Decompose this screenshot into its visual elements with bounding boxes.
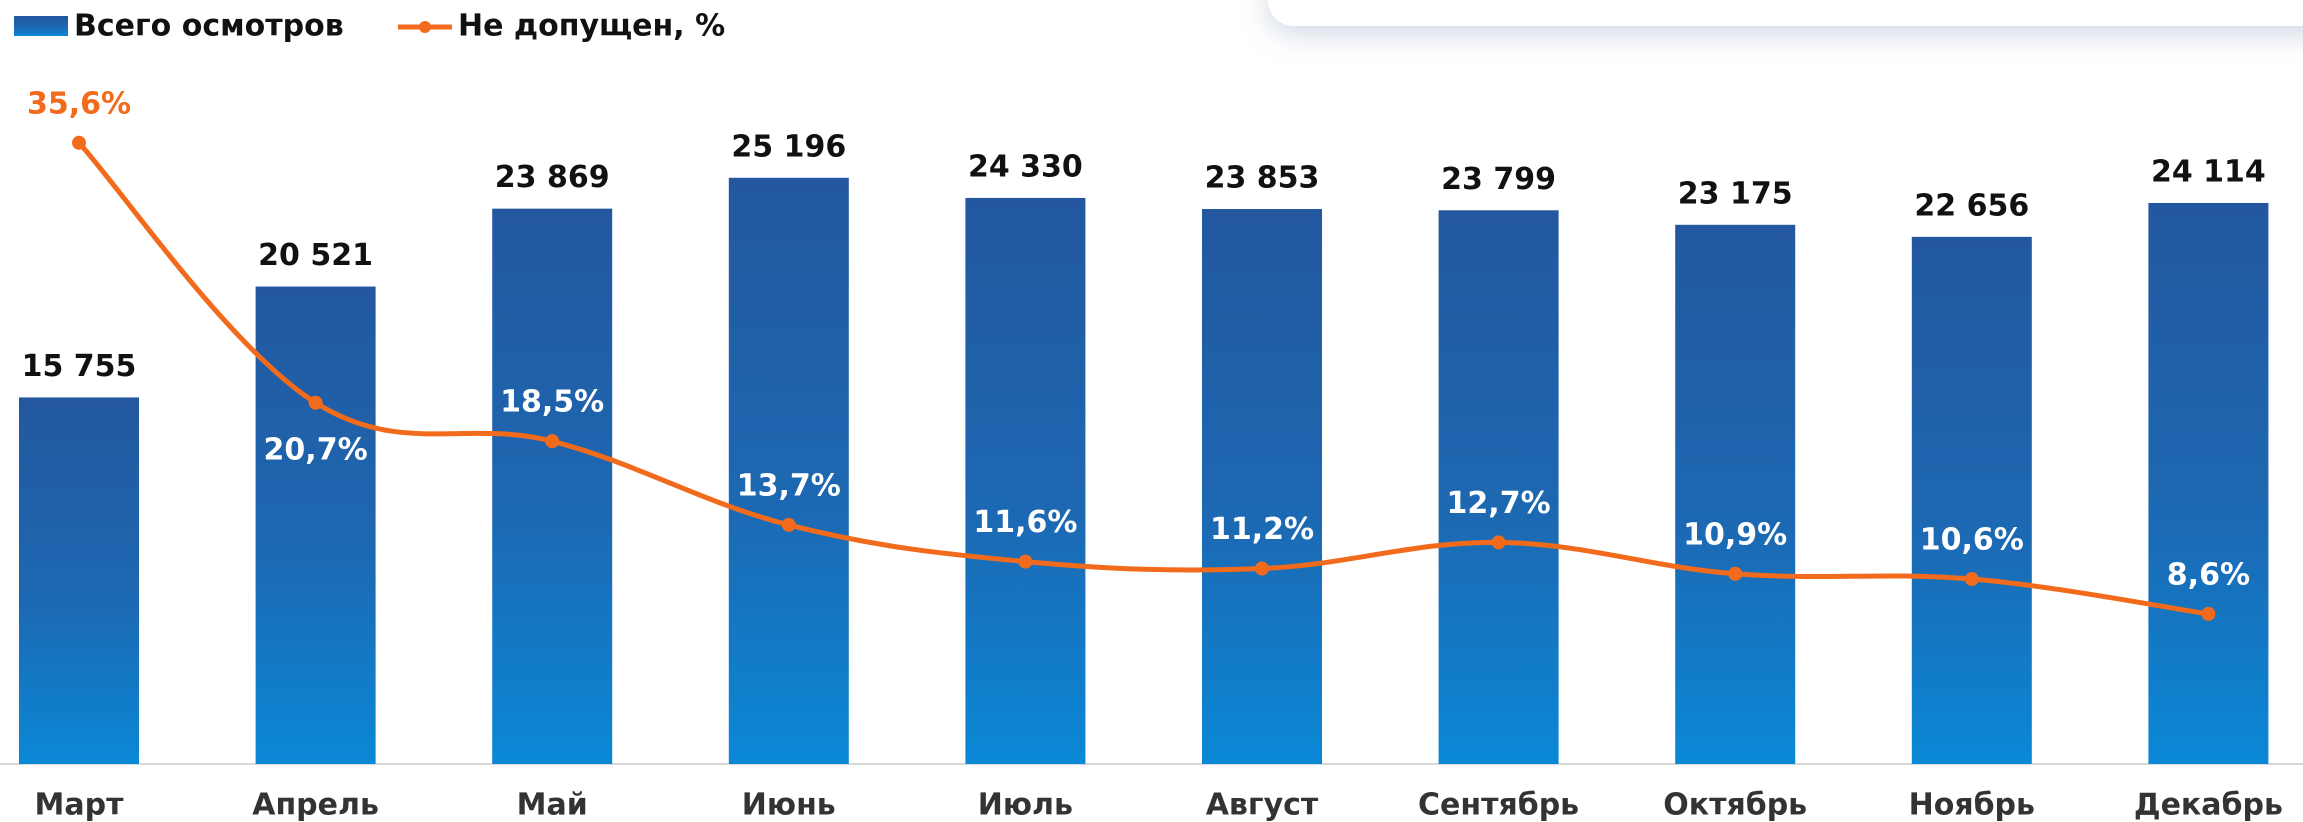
bar-value-label: 24 114 xyxy=(2151,154,2266,189)
x-tick-label: Сентябрь xyxy=(1418,788,1579,822)
x-tick-label: Октябрь xyxy=(1663,788,1807,822)
line-point xyxy=(781,517,796,532)
x-tick-label: Июль xyxy=(978,788,1073,822)
bar-value-label: 25 196 xyxy=(731,129,846,164)
legend-label: Не допущен, % xyxy=(458,9,725,44)
line xyxy=(77,141,2209,617)
line-value-label: 35,6% xyxy=(27,86,131,121)
bar xyxy=(19,397,139,764)
x-tick-label: Август xyxy=(1206,788,1319,822)
legend-label: Всего осмотров xyxy=(74,9,344,44)
x-tick-label: Март xyxy=(35,788,125,822)
legend: Всего осмотров Не допущен, % xyxy=(14,9,725,44)
x-tick-label: Декабрь xyxy=(2134,788,2283,822)
bar xyxy=(1911,236,2032,764)
bar xyxy=(1675,224,1796,765)
x-tick-label: Ноябрь xyxy=(1909,788,2035,822)
line-value-label: 18,5% xyxy=(500,385,604,420)
bar xyxy=(2148,202,2269,764)
line-value-label: 13,7% xyxy=(737,468,841,503)
bar-value-label: 20 521 xyxy=(258,238,373,273)
bar-value-label: 22 656 xyxy=(1914,188,2029,223)
line-point xyxy=(72,135,86,150)
bar xyxy=(1202,209,1322,764)
bar-value-label: 23 853 xyxy=(1205,161,1320,196)
bar xyxy=(492,208,613,764)
bar xyxy=(728,177,849,764)
line-point xyxy=(308,395,323,410)
line-value-label: 8,6% xyxy=(2167,557,2250,592)
line-point xyxy=(1255,561,1269,576)
line-point xyxy=(2201,606,2216,621)
bar-value-label: 23 869 xyxy=(495,160,610,195)
line-value-label: 20,7% xyxy=(264,432,368,467)
bar-value-label: 15 755 xyxy=(22,349,137,384)
line-value-label: 12,7% xyxy=(1447,486,1551,521)
line-value-label: 11,6% xyxy=(973,505,1077,540)
line-value-label: 11,2% xyxy=(1210,512,1314,547)
legend-swatch-bar xyxy=(14,16,68,36)
line-point xyxy=(1491,535,1506,550)
bar xyxy=(1438,210,1559,764)
line-value-label: 10,9% xyxy=(1683,517,1787,552)
bar-value-label: 23 175 xyxy=(1678,176,1793,211)
line-value-label: 10,6% xyxy=(1920,523,2024,558)
line-point xyxy=(1728,566,1743,581)
bar xyxy=(255,286,376,764)
legend-swatch-dot xyxy=(419,21,431,33)
bar-value-label: 24 330 xyxy=(968,149,1083,184)
line-point xyxy=(1018,554,1033,569)
x-tick-label: Июнь xyxy=(742,788,836,822)
x-tick-label: Апрель xyxy=(252,788,379,822)
bar-value-label: 23 799 xyxy=(1441,162,1556,197)
line-point xyxy=(545,434,560,449)
bar xyxy=(965,197,1086,764)
x-tick-label: Май xyxy=(517,788,588,822)
card xyxy=(1268,0,2303,26)
line-point xyxy=(1964,572,1979,587)
